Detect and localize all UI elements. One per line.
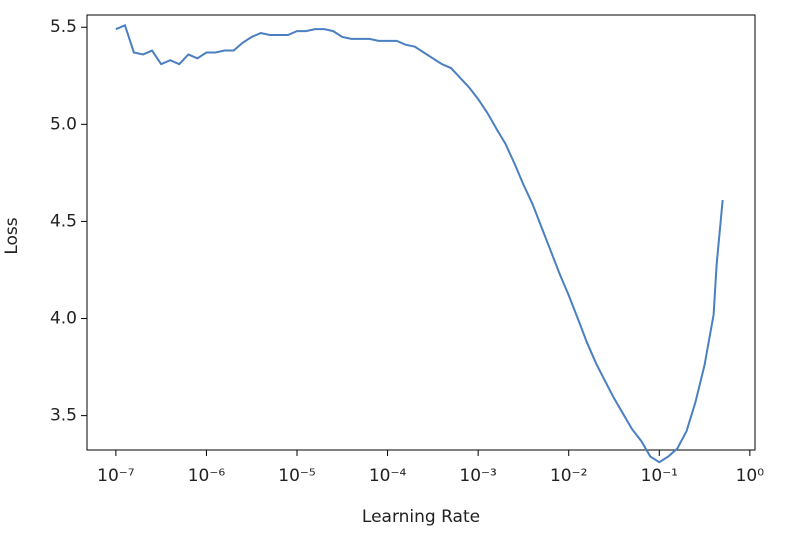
x-tick-label: 10⁻³: [459, 466, 496, 486]
loss-line: [115, 23, 724, 464]
y-tick-label: 5.0: [50, 114, 77, 134]
y-tick-label: 3.5: [50, 406, 77, 426]
x-axis-label: Learning Rate: [362, 507, 480, 527]
y-tick-label: 4.0: [50, 309, 77, 329]
x-tick-label: 10⁰: [736, 466, 765, 486]
x-tick-label: 10⁻⁷: [97, 466, 135, 486]
y-axis-label: Loss: [2, 217, 22, 254]
x-tick-label: 10⁻²: [550, 466, 587, 486]
y-tick-label: 4.5: [50, 211, 77, 231]
x-tick-label: 10⁻⁴: [369, 466, 407, 486]
x-tick-label: 10⁻⁶: [188, 466, 226, 486]
plot-frame: [86, 14, 756, 451]
x-tick-label: 10⁻¹: [641, 466, 678, 486]
x-tick-label: 10⁻⁵: [278, 466, 315, 486]
y-tick-label: 5.5: [50, 17, 77, 37]
